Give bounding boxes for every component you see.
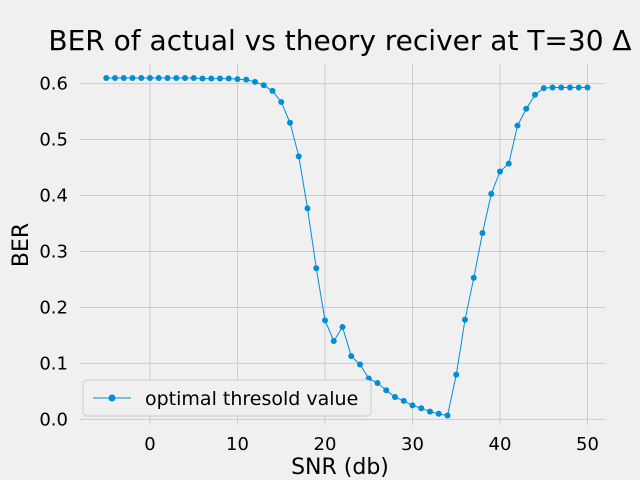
data-point	[322, 317, 328, 324]
data-point	[497, 168, 503, 175]
y-tick-label: 0.6	[39, 74, 68, 95]
data-point	[138, 74, 145, 81]
y-axis-label: BER	[9, 223, 34, 267]
data-point	[190, 74, 197, 81]
data-point	[357, 361, 363, 368]
legend-marker-icon	[108, 394, 116, 402]
data-point	[523, 105, 530, 112]
x-tick-label: 10	[226, 434, 249, 455]
data-point	[409, 402, 416, 409]
y-tick-label: 0.3	[39, 241, 68, 262]
legend-box	[82, 379, 372, 417]
data-point	[462, 316, 468, 323]
data-point	[567, 84, 573, 91]
data-point	[112, 74, 118, 81]
data-point	[453, 371, 460, 378]
data-point	[374, 380, 381, 387]
data-point	[505, 160, 512, 167]
x-tick-label: 0	[144, 434, 155, 455]
data-point	[313, 265, 320, 272]
data-point	[173, 74, 180, 81]
data-point	[575, 84, 582, 91]
data-point	[103, 74, 110, 81]
data-point	[164, 74, 171, 81]
x-tick-label: 40	[489, 434, 512, 455]
plot-area: 0 10 20 30 40 50 0.0 0.1 0.2 0.3 0.4 0.5 0.6	[39, 64, 605, 455]
data-point	[444, 412, 451, 419]
data-point	[400, 397, 407, 404]
data-point	[392, 394, 398, 401]
data-point	[540, 85, 547, 92]
data-point	[479, 230, 486, 237]
data-point	[418, 405, 425, 412]
data-point	[287, 119, 293, 126]
legend: optimal thresold value	[82, 379, 372, 417]
y-tick-label: 0.4	[39, 186, 68, 207]
y-tick-label: 0.0	[39, 409, 68, 430]
data-point	[470, 274, 477, 281]
data-point	[532, 91, 538, 98]
series-line	[106, 77, 588, 417]
data-point	[269, 87, 276, 94]
data-point	[558, 84, 565, 91]
x-tick-label: 30	[401, 434, 424, 455]
data-point	[129, 74, 136, 81]
x-tick-label: 20	[314, 434, 337, 455]
data-point	[182, 74, 188, 81]
data-point	[120, 74, 127, 81]
data-point	[330, 338, 337, 345]
data-point	[225, 75, 232, 82]
data-point	[147, 74, 153, 81]
data-point	[488, 190, 495, 197]
data-point	[217, 75, 223, 82]
data-point	[427, 408, 433, 415]
data-point	[155, 74, 162, 81]
chart-title: BER of actual vs theory reciver at T=30 …	[48, 24, 631, 57]
data-point	[304, 205, 311, 212]
data-point	[339, 324, 346, 331]
data-point	[549, 84, 556, 91]
data-point	[234, 76, 241, 83]
data-point	[295, 153, 302, 160]
y-tick-label: 0.5	[39, 130, 68, 151]
data-point	[514, 122, 521, 129]
legend-label: optimal thresold value	[145, 388, 358, 410]
data-point	[208, 75, 215, 82]
data-point	[252, 78, 258, 85]
data-point	[383, 387, 390, 394]
data-point	[199, 75, 206, 82]
data-point	[260, 82, 267, 89]
x-tick-label: 50	[576, 434, 599, 455]
data-point	[278, 99, 285, 106]
data-point	[348, 353, 355, 360]
y-tick-label: 0.1	[39, 353, 68, 374]
x-axis-label: SNR (db)	[291, 455, 389, 480]
data-point	[435, 410, 442, 417]
data-point	[243, 76, 250, 83]
y-tick-label: 0.2	[39, 297, 68, 318]
data-point	[584, 84, 591, 91]
